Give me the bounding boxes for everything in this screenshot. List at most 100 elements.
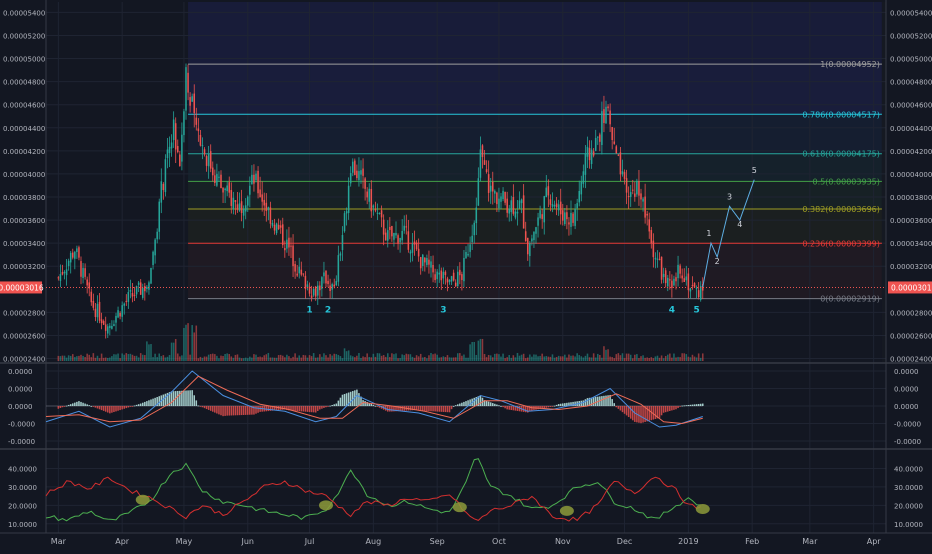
candle-body[interactable] — [547, 186, 550, 196]
candle-body[interactable] — [179, 154, 181, 167]
candle-body[interactable] — [323, 272, 325, 277]
candle-body[interactable] — [529, 243, 531, 257]
candle-body[interactable] — [405, 226, 408, 228]
macd-line[interactable] — [45, 370, 703, 428]
candle-body[interactable] — [541, 214, 543, 219]
candle-body[interactable] — [209, 151, 212, 169]
candle-body[interactable] — [380, 210, 383, 218]
candle-body[interactable] — [500, 196, 502, 202]
candle-body[interactable] — [306, 284, 309, 288]
candle-body[interactable] — [187, 72, 189, 93]
candle-body[interactable] — [109, 325, 111, 328]
candle-body[interactable] — [341, 234, 344, 251]
candle-body[interactable] — [386, 230, 389, 241]
candle-body[interactable] — [76, 248, 78, 253]
candle-body[interactable] — [249, 185, 251, 195]
candle-body[interactable] — [74, 251, 76, 259]
candle-body[interactable] — [477, 178, 480, 206]
candle-body[interactable] — [224, 188, 226, 191]
candle-body[interactable] — [121, 305, 123, 317]
candle-body[interactable] — [596, 136, 599, 138]
crossover-marker[interactable] — [695, 504, 710, 515]
candle-body[interactable] — [683, 278, 686, 283]
candle-body[interactable] — [333, 284, 336, 287]
candle-body[interactable] — [123, 303, 126, 306]
candle-body[interactable] — [201, 145, 204, 147]
plus-di-line[interactable] — [45, 458, 701, 522]
candle-body[interactable] — [211, 167, 214, 176]
candle-body[interactable] — [677, 264, 679, 279]
candle-body[interactable] — [370, 188, 373, 212]
candle-body[interactable] — [629, 192, 632, 197]
candle-body[interactable] — [115, 315, 117, 323]
candle-body[interactable] — [697, 290, 700, 298]
candle-body[interactable] — [141, 287, 144, 298]
candle-body[interactable] — [129, 290, 132, 292]
candle-body[interactable] — [154, 239, 156, 256]
candle-body[interactable] — [446, 278, 449, 283]
candle-body[interactable] — [578, 190, 581, 203]
candle-body[interactable] — [533, 231, 535, 241]
candle-body[interactable] — [526, 237, 529, 255]
candle-body[interactable] — [304, 275, 307, 290]
candle-body[interactable] — [399, 237, 401, 243]
candle-body[interactable] — [467, 253, 469, 256]
candle-body[interactable] — [158, 201, 161, 232]
candle-body[interactable] — [537, 217, 539, 226]
candle-body[interactable] — [465, 251, 467, 259]
candle-body[interactable] — [100, 319, 103, 324]
candle-body[interactable] — [561, 210, 564, 221]
candle-body[interactable] — [191, 96, 193, 102]
candle-body[interactable] — [508, 208, 511, 214]
candle-body[interactable] — [636, 180, 638, 195]
candle-body[interactable] — [545, 187, 548, 198]
candle-body[interactable] — [265, 202, 268, 212]
candle-body[interactable] — [648, 219, 651, 232]
candle-body[interactable] — [430, 261, 432, 268]
candle-body[interactable] — [459, 269, 461, 276]
candle-body[interactable] — [253, 174, 255, 184]
candle-body[interactable] — [183, 111, 185, 136]
candle-body[interactable] — [321, 277, 323, 289]
candle-body[interactable] — [152, 251, 154, 266]
candle-body[interactable] — [424, 257, 426, 263]
candle-body[interactable] — [619, 152, 622, 175]
dmi-panel[interactable] — [45, 458, 710, 522]
candle-body[interactable] — [67, 260, 70, 267]
candle-body[interactable] — [574, 208, 576, 226]
candle-body[interactable] — [242, 209, 245, 216]
candle-body[interactable] — [599, 134, 601, 142]
candle-body[interactable] — [327, 280, 329, 285]
crossover-marker[interactable] — [452, 502, 467, 513]
candle-body[interactable] — [127, 292, 130, 302]
candle-body[interactable] — [475, 207, 478, 224]
candle-body[interactable] — [572, 213, 574, 223]
candle-body[interactable] — [518, 200, 521, 209]
candle-body[interactable] — [570, 212, 572, 227]
candle-body[interactable] — [625, 178, 628, 193]
candle-body[interactable] — [469, 244, 471, 252]
candle-body[interactable] — [273, 224, 276, 231]
candle-body[interactable] — [111, 325, 113, 329]
candle-body[interactable] — [238, 203, 241, 211]
candle-body[interactable] — [358, 171, 360, 181]
candle-body[interactable] — [557, 204, 560, 211]
candle-body[interactable] — [401, 230, 403, 241]
candle-body[interactable] — [316, 285, 319, 296]
candle-body[interactable] — [137, 282, 140, 285]
candle-body[interactable] — [411, 243, 414, 253]
candle-body[interactable] — [88, 282, 91, 289]
crossover-marker[interactable] — [559, 505, 574, 516]
candle-body[interactable] — [393, 232, 395, 240]
candle-body[interactable] — [666, 277, 669, 287]
candle-body[interactable] — [347, 185, 350, 213]
candle-body[interactable] — [506, 198, 508, 213]
candle-body[interactable] — [277, 224, 280, 230]
candle-body[interactable] — [549, 199, 552, 205]
candle-body[interactable] — [407, 231, 410, 250]
candle-body[interactable] — [214, 175, 216, 183]
candle-body[interactable] — [656, 258, 659, 260]
candle-body[interactable] — [302, 273, 305, 275]
crossover-marker[interactable] — [319, 500, 333, 511]
